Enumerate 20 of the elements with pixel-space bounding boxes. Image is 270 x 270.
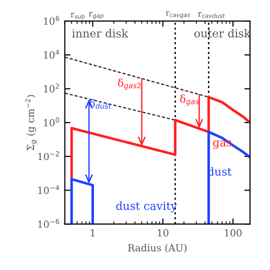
y-tick-label: 10$^{−4}$ (38, 185, 60, 194)
annotation: δ$_{gas2}$ (118, 78, 141, 90)
y-tick-label: 10$^{−2}$ (38, 151, 59, 160)
x-tick-label: 100 (224, 229, 242, 236)
y-tick-label: 10$^{4}$ (44, 50, 60, 59)
annotation: inner disk (72, 28, 128, 38)
text: r$_{gap}$ (88, 12, 104, 19)
y-tick-label: 10$^{2}$ (44, 84, 59, 92)
x-tick-label: 10 (158, 229, 168, 236)
series-label: gas (213, 140, 232, 149)
ref-line-label: r$_{cavgas}$ (166, 11, 190, 18)
y-tick-label: 10$^{6}$ (44, 16, 60, 25)
y-tick-label: 10$^{−6}$ (38, 218, 60, 228)
x-axis-title: Radius (AU) (128, 244, 187, 253)
ref-line-label: r$_{cavdust}$ (198, 12, 225, 18)
x-tick-label: 1 (90, 229, 94, 236)
annotation: dust cavity (116, 201, 177, 212)
text: r$_{sub}$ (70, 12, 85, 19)
y-tick-label: 10$^{0}$ (44, 117, 60, 126)
y-axis-title: Σ$_{g}$ (g cm$^{−2}$) (25, 95, 38, 151)
